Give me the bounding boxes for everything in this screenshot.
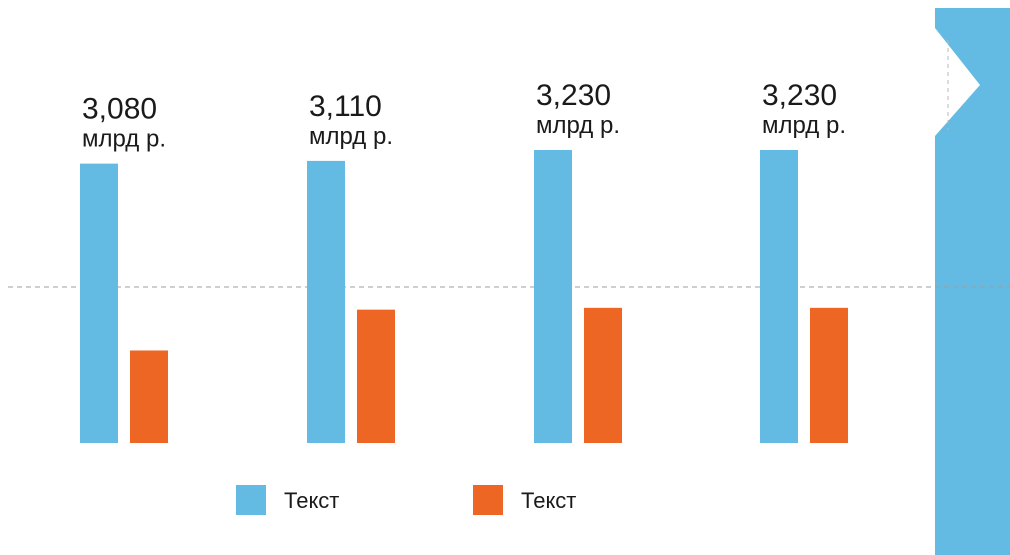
legend-swatch-1 — [236, 485, 266, 515]
legend-label-2: Текст — [521, 488, 576, 513]
legend-swatch-2 — [473, 485, 503, 515]
side-panel-ribbon — [935, 8, 1010, 555]
bar-series2-2 — [357, 309, 395, 443]
legend: Текст Текст — [236, 485, 576, 515]
bar-series1-4 — [760, 150, 798, 443]
value-label-amount: 3,230 — [536, 79, 611, 112]
value-label-unit: млрд р. — [762, 112, 846, 139]
value-label-amount: 3,230 — [762, 79, 837, 112]
bar-series2-1 — [130, 350, 168, 443]
bar-series2-3 — [584, 307, 622, 443]
bar-series2-4 — [810, 307, 848, 443]
value-label-unit: млрд р. — [82, 126, 166, 153]
side-ribbon-shape — [935, 8, 1010, 555]
bar-series1-2 — [307, 160, 345, 444]
bar-series1-3 — [534, 150, 572, 443]
legend-label-1: Текст — [284, 488, 339, 513]
value-label-amount: 3,080 — [82, 93, 157, 126]
bar-series1-1 — [80, 163, 118, 443]
value-label-unit: млрд р. — [536, 112, 620, 139]
value-label-unit: млрд р. — [309, 123, 393, 150]
value-label-amount: 3,110 — [309, 90, 382, 123]
bars-layer — [80, 150, 848, 444]
